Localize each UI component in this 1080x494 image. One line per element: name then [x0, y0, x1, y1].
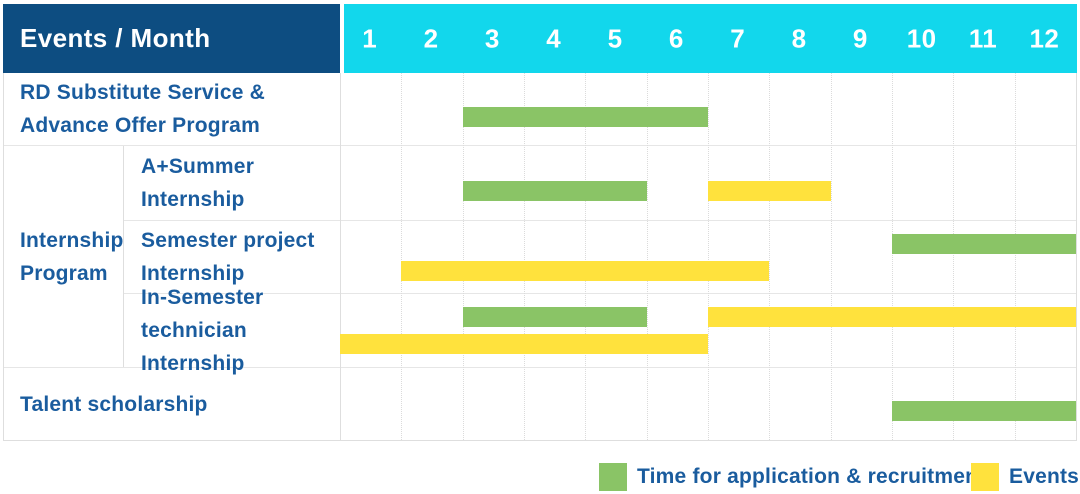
month-grid-line: [830, 73, 832, 440]
month-grid-line: [462, 73, 464, 440]
month-label: 1: [362, 23, 378, 53]
row-label: A+Summer Internship: [124, 146, 341, 220]
month-label: 3: [484, 23, 500, 53]
row-label-line: technician Internship: [141, 319, 247, 375]
month-grid-line: [708, 73, 709, 440]
row-label-line: A+Summer: [141, 155, 255, 178]
gantt-bar-events: [708, 307, 1076, 327]
gantt-bar-application: [462, 307, 647, 327]
legend-label: Time for application & recruitment: [637, 465, 986, 488]
row-label-line: Talent scholarship: [20, 392, 208, 416]
month-grid-line: [892, 73, 893, 440]
gantt-bar-events: [401, 261, 770, 281]
row-label-line: In-Semester: [141, 286, 264, 309]
month-label: 2: [423, 23, 439, 53]
month-grid-line: [1014, 73, 1016, 440]
month-label: 11: [968, 23, 998, 53]
row-label-line: Advance Offer Program: [20, 114, 260, 137]
month-grid-line: [524, 73, 525, 440]
row-group-label: Internship Program: [4, 146, 124, 367]
month-label: 5: [607, 23, 623, 53]
gantt-bar-application: [892, 234, 1076, 254]
row-label-line: RD Substitute Service &: [20, 81, 265, 104]
month-label: 10: [906, 23, 937, 53]
row-label: RD Substitute Service & Advance Offer Pro…: [4, 73, 341, 145]
legend-swatch-events: [971, 463, 999, 491]
gantt-bar-application: [892, 401, 1076, 421]
table-title: Events / Month: [20, 23, 211, 53]
schedule-row: A+Summer Internship: [4, 146, 1076, 221]
month-grid-line: [401, 73, 403, 440]
gantt-bar-application: [462, 180, 647, 201]
month-grid-line: [646, 73, 648, 440]
schedule-row: Talent scholarship: [4, 368, 1076, 440]
legend-item-application: Time for application & recruitment: [599, 463, 985, 491]
row-group-label-line: Internship: [20, 228, 124, 252]
row-label: In-Semester technician Internship: [124, 286, 341, 375]
legend-item-events: Events: [971, 463, 1079, 491]
gantt-bar-events: [708, 180, 831, 201]
schedule-table: Events / Month 1 2 3 4 5 6 7 8 9 10 11 12 RD Substi…: [3, 4, 1077, 441]
month-header-row: 1 2 3 4 5 6 7 8 9 10 11 12: [344, 4, 1077, 73]
row-label: Talent scholarship: [4, 368, 341, 440]
month-grid-line: [769, 73, 771, 440]
month-label: 9: [852, 23, 868, 53]
month-grid-line: [585, 73, 587, 440]
month-label: 4: [546, 23, 562, 53]
row-label-line: Internship: [141, 262, 245, 285]
month-label: 7: [730, 23, 746, 53]
row-label-line: Semester project: [141, 229, 315, 252]
row-group-label-line: Program: [20, 261, 108, 285]
month-grid-line: [953, 73, 955, 440]
legend-swatch-application: [599, 463, 627, 491]
row-label-line: Internship: [141, 188, 245, 211]
schedule-row: RD Substitute Service & Advance Offer Pro…: [4, 73, 1076, 146]
month-label: 6: [668, 23, 684, 53]
month-label: 12: [1029, 23, 1060, 53]
schedule-row: Semester project Internship: [4, 221, 1076, 294]
schedule-row: In-Semester technician Internship: [4, 286, 1076, 375]
month-label: 8: [791, 23, 807, 53]
row-label: Semester project Internship: [124, 221, 341, 293]
gantt-bar-events: [340, 334, 708, 354]
chart-body: RD Substitute Service & Advance Offer Pro…: [3, 73, 1077, 441]
events-month-header-cell: Events / Month: [3, 4, 340, 73]
gantt-bar-application: [462, 106, 708, 127]
legend-label: Events: [1009, 465, 1080, 488]
